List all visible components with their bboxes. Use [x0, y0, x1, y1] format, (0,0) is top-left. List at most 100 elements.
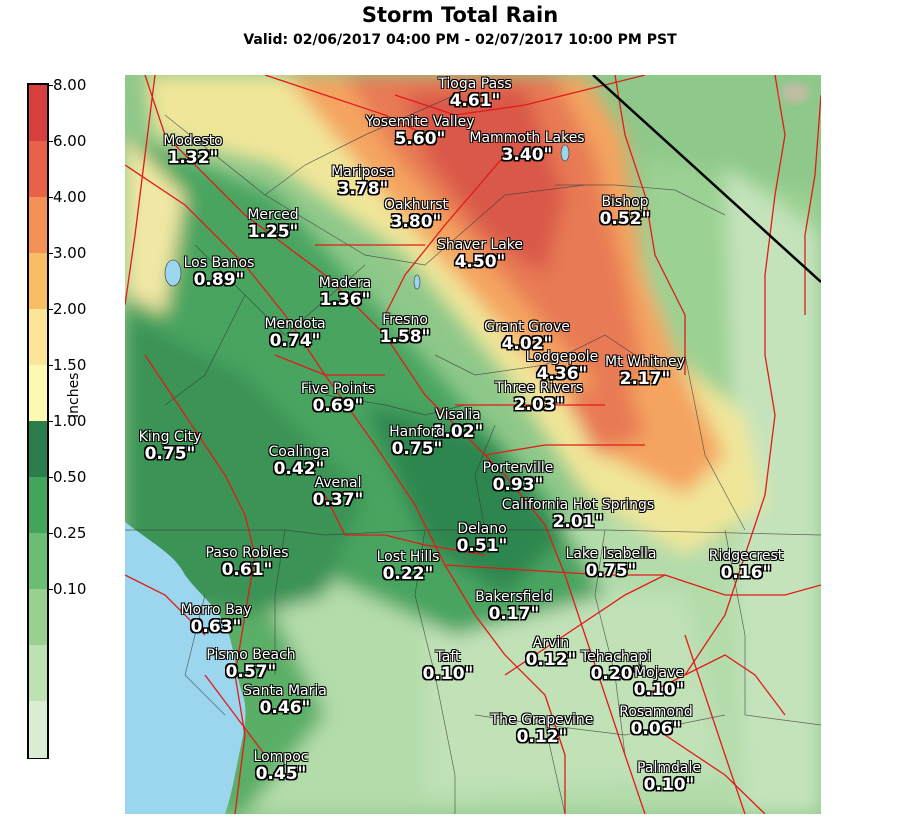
- legend-tick-label: 6.00: [53, 132, 87, 150]
- legend-tick: [47, 533, 53, 534]
- place-name: Avenal: [314, 475, 362, 491]
- legend-tick: [47, 365, 53, 366]
- place-name: Bakersfield: [475, 589, 553, 605]
- millerton-lake: [413, 274, 421, 290]
- place-label: Merced 1.25": [247, 208, 299, 242]
- place-name: Lodgepole: [525, 349, 599, 365]
- rain-total-value: 0.51": [456, 536, 508, 556]
- place-name: Fresno: [382, 312, 428, 328]
- legend-tick: [47, 309, 53, 310]
- rain-total-value: 0.93": [492, 475, 544, 495]
- map-canvas: [125, 75, 821, 814]
- rain-total-value: 0.57": [225, 662, 277, 682]
- place-label: Lodgepole 4.36": [525, 349, 599, 384]
- rain-total-value: 5.60": [394, 129, 446, 149]
- state-border: [592, 75, 821, 283]
- place-label: Paso Robles 0.61": [205, 546, 288, 580]
- rain-total-value: 0.46": [259, 698, 311, 718]
- place-label: Hanford 0.75": [389, 425, 445, 459]
- rain-total-value: 3.78": [337, 179, 389, 199]
- place-label: Tioga Pass 4.61": [438, 76, 512, 111]
- legend-tick-label: 2.00: [53, 300, 87, 318]
- place-label: Ridgecrest 0.16": [708, 548, 784, 583]
- place-name: Oakhurst: [384, 197, 448, 213]
- place-label: Visalia 1.02": [433, 407, 484, 442]
- legend-tick: [47, 253, 53, 254]
- place-label: Morro Bay 0.63": [180, 602, 252, 637]
- legend-color-segment: [29, 141, 47, 198]
- legend-tick: [47, 197, 53, 198]
- rain-total-value: 0.75": [391, 439, 443, 459]
- legend-tick: [47, 141, 53, 142]
- place-name: Pismo Beach: [206, 647, 296, 663]
- rain-total-value: 1.36": [319, 290, 371, 310]
- place-name: Tioga Pass: [438, 76, 512, 92]
- place-name: Arvin: [532, 635, 570, 651]
- legend-tick-label: 0.25: [53, 524, 87, 542]
- rain-total-value: 4.61": [449, 91, 501, 111]
- rain-total-value: 0.69": [312, 396, 364, 416]
- rain-total-value: 0.10": [422, 664, 474, 684]
- legend-color-segment: [29, 197, 47, 254]
- legend-color-segment: [29, 533, 47, 590]
- rain-total-value: 0.17": [488, 604, 540, 624]
- place-label: Taft 0.10": [422, 650, 474, 684]
- place-label: Avenal 0.37": [313, 475, 364, 510]
- legend-tick-label: 8.00: [53, 76, 87, 94]
- place-label: Palmdale 0.10": [637, 760, 701, 795]
- place-label: Los Banos 0.89": [184, 256, 255, 290]
- place-name: Mojave: [633, 665, 684, 681]
- place-label: Bakersfield 0.17": [475, 589, 553, 624]
- legend-tick-label: 0.10: [53, 580, 87, 598]
- terrain-shading: [781, 83, 809, 103]
- place-name: Porterville: [482, 460, 554, 476]
- place-label: Coalinga 0.42": [268, 444, 330, 479]
- rain-total-value: 0.52": [599, 209, 651, 229]
- rain-total-value: 0.42": [273, 459, 325, 479]
- place-name: Ridgecrest: [708, 548, 784, 564]
- place-name: The Grapevine: [490, 712, 594, 728]
- legend-tick: [47, 85, 53, 86]
- rain-total-value: 0.61": [221, 560, 273, 580]
- legend-color-segment: [29, 365, 47, 422]
- rain-total-value: 2.01": [552, 512, 604, 532]
- place-label: Lompoc 0.45": [254, 750, 309, 784]
- place-name: Visalia: [435, 407, 481, 423]
- place-label: California Hot Springs 2.01": [502, 498, 654, 532]
- place-label: Fresno 1.58": [379, 312, 431, 347]
- legend-color-bar: [27, 83, 49, 759]
- legend-color-segment: [29, 253, 47, 310]
- rain-total-value: 1.25": [247, 222, 299, 242]
- legend-tick: [47, 421, 53, 422]
- legend-color-segment: [29, 421, 47, 478]
- highways: [125, 75, 821, 814]
- place-name: Coalinga: [268, 444, 330, 460]
- place-name: Morro Bay: [180, 602, 252, 618]
- place-name: Five Points: [300, 381, 376, 397]
- rain-total-value: 1.58": [379, 327, 431, 347]
- rainfall-map: [125, 75, 821, 814]
- place-label: The Grapevine 0.12": [490, 712, 594, 747]
- place-label: Tehachapi 0.20": [581, 650, 651, 684]
- legend-tick-label: 3.00: [53, 244, 87, 262]
- place-name: Grant Grove: [484, 319, 570, 335]
- rain-total-value: 0.10": [633, 680, 685, 700]
- legend-color-segment: [29, 477, 47, 534]
- rain-total-value: 0.45": [255, 764, 307, 784]
- rain-total-value: 0.63": [190, 617, 242, 637]
- place-name: Mammoth Lakes: [469, 130, 585, 146]
- place-name: Shaver Lake: [436, 237, 524, 253]
- place-name: Palmdale: [637, 760, 701, 776]
- place-label: Three Rivers 2.03": [494, 380, 584, 415]
- place-label: King City 0.75": [139, 430, 202, 464]
- legend-tick-label: 0.50: [53, 468, 87, 486]
- place-name: Santa Maria: [243, 683, 327, 699]
- rain-total-value: 4.36": [536, 364, 588, 384]
- place-label: Rosamond 0.06": [619, 705, 693, 739]
- place-name: Three Rivers: [494, 380, 584, 396]
- place-label: Pismo Beach 0.57": [206, 647, 296, 682]
- rain-total-value: 0.20": [590, 664, 642, 684]
- rain-total-value: 0.12": [525, 650, 577, 670]
- place-label: Yosemite Valley 5.60": [366, 115, 475, 149]
- legend-color-segment: [29, 85, 47, 142]
